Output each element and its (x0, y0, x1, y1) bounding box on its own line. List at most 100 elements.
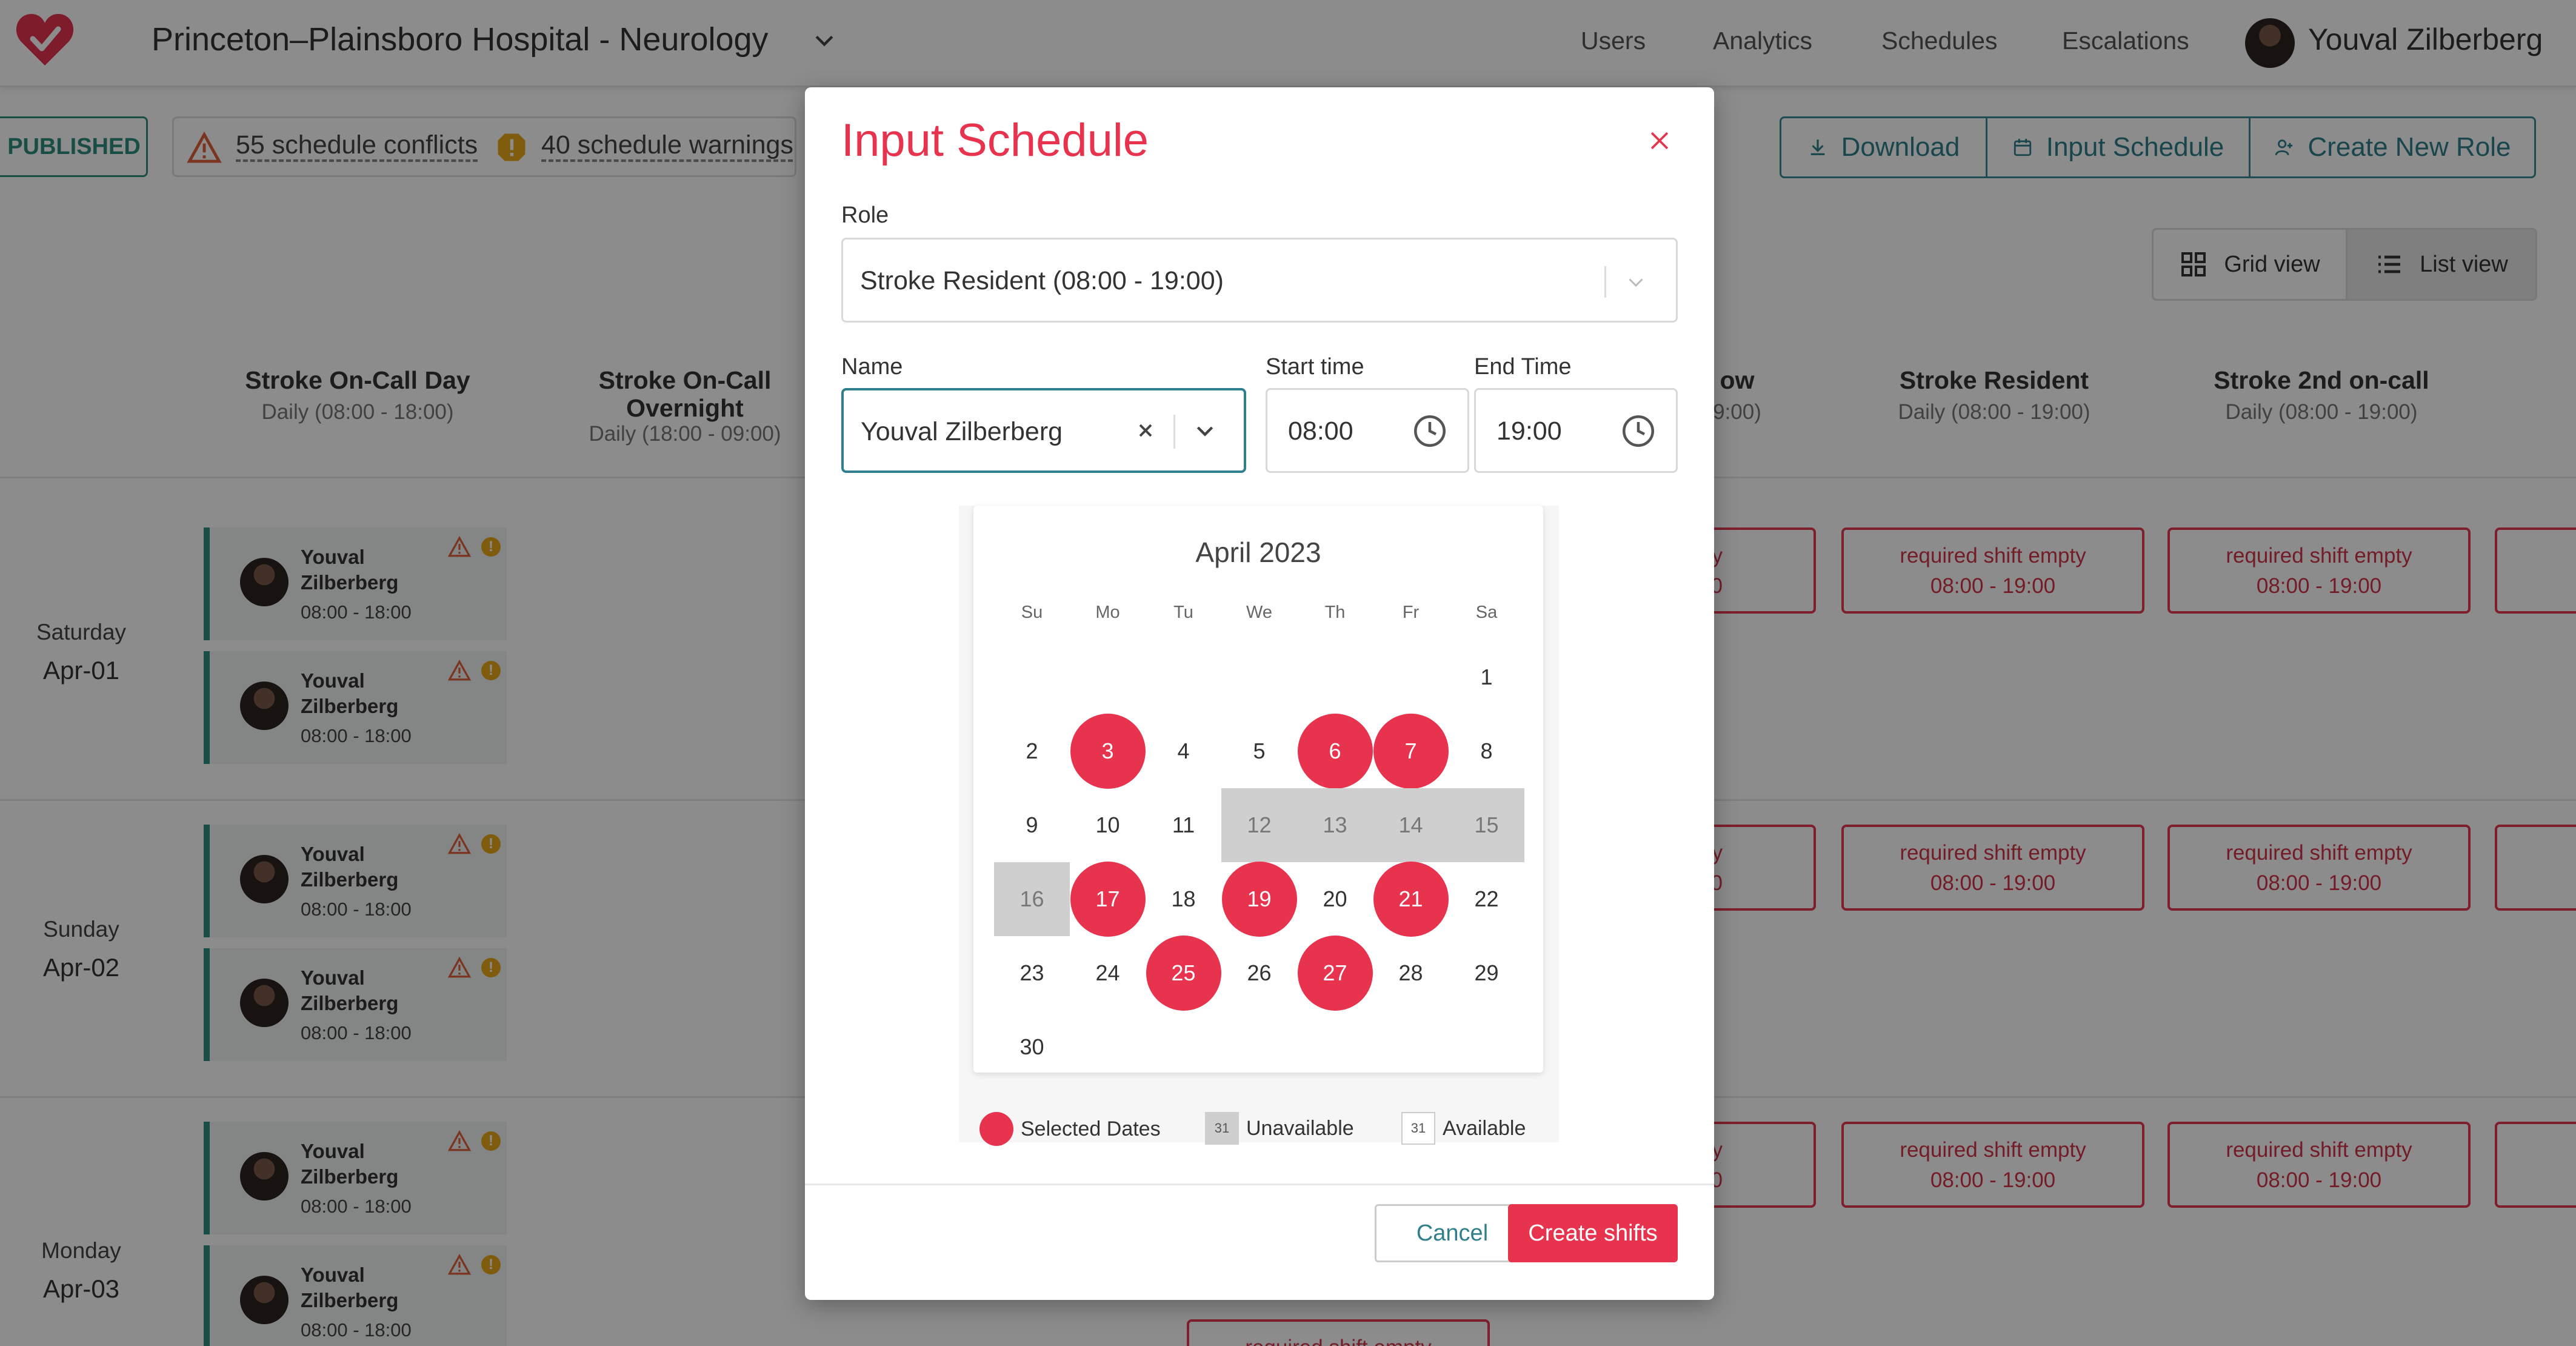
required-shift-slot[interactable]: required shift empty 08:00 - 19:00 (1841, 527, 2144, 614)
calendar-day: 12 (1221, 788, 1297, 862)
grid-view-button[interactable]: Grid view (2154, 230, 2347, 299)
nav-schedules[interactable]: Schedules (1881, 27, 1998, 55)
calendar-day[interactable]: 22 (1474, 886, 1499, 911)
required-shift-slot[interactable]: required shift empty (1187, 1319, 1490, 1346)
top-navbar: Princeton–Plainsboro Hospital - Neurolog… (0, 0, 2576, 87)
calendar-day[interactable]: 20 (1323, 886, 1347, 911)
chevron-down-icon[interactable] (811, 27, 838, 53)
day-date: Apr-02 (42, 953, 120, 982)
shift-time: 08:00 - 18:00 (301, 1022, 412, 1043)
hospital-title[interactable]: Princeton–Plainsboro Hospital - Neurolog… (152, 21, 769, 58)
shift-name: Youval Zilberberg (301, 1264, 399, 1311)
view-toggle: Grid view List view (2152, 228, 2537, 301)
available-swatch: 31 (1401, 1112, 1435, 1145)
required-shift-slot[interactable] (2495, 825, 2576, 911)
role-select[interactable]: Stroke Resident (08:00 - 19:00) (841, 238, 1678, 323)
schedule-actions: Download Input Schedule Create New Role (1780, 116, 2536, 178)
required-shift-text: required shift empty (1189, 1333, 1487, 1346)
calendar-day[interactable]: 24 (1095, 960, 1120, 985)
download-button[interactable]: Download (1781, 118, 1987, 176)
required-shift-slot[interactable]: required shift empty 08:00 - 19:00 (2167, 825, 2471, 911)
clock-icon[interactable] (1412, 413, 1448, 449)
required-shift-slot[interactable] (2495, 1122, 2576, 1208)
shift-card[interactable]: Youval Zilberberg 08:00 - 18:00 ! (204, 1122, 507, 1234)
calendar-day[interactable]: 1 (1480, 665, 1493, 689)
calendar-day[interactable]: 9 (1026, 812, 1038, 837)
select-divider (1173, 415, 1175, 449)
day-label: Sunday Apr-02 (0, 917, 166, 982)
name-value: Youval Zilberberg (861, 417, 1063, 446)
start-time-value: 08:00 (1288, 417, 1353, 446)
weekday-label: Sa (1475, 603, 1498, 622)
calendar-day[interactable]: 6 (1297, 714, 1373, 789)
calendar-day[interactable]: 7 (1373, 714, 1449, 789)
schedule-issues: 55 schedule conflicts 40 schedule warnin… (172, 116, 796, 177)
required-shift-slot[interactable]: required shift empty 08:00 - 19:00 (2167, 1122, 2471, 1208)
avatar[interactable] (2245, 18, 2295, 68)
shift-name: Youval Zilberberg (301, 669, 399, 717)
shift-card[interactable]: Youval Zilberberg 08:00 - 18:00 ! (204, 527, 507, 640)
list-icon (2378, 255, 2401, 273)
end-time-input[interactable]: 19:00 (1474, 388, 1678, 473)
column-subtitle: Daily (18:00 - 09:00) (589, 422, 781, 446)
chevron-down-icon[interactable] (1625, 271, 1647, 293)
nav-analytics[interactable]: Analytics (1713, 27, 1813, 55)
warnings-link[interactable]: 40 schedule warnings (541, 130, 793, 159)
calendar-day[interactable]: 5 (1253, 738, 1266, 763)
shift-card[interactable]: Youval Zilberberg 08:00 - 18:00 ! (204, 825, 507, 937)
calendar-day[interactable]: 8 (1480, 738, 1493, 763)
shift-card[interactable]: Youval Zilberberg 08:00 - 18:00 ! (204, 1245, 507, 1346)
calendar-day[interactable]: 10 (1095, 812, 1120, 837)
input-schedule-button[interactable]: Input Schedule (1987, 118, 2251, 176)
nav-users[interactable]: Users (1581, 27, 1646, 55)
grid-view-label: Grid view (2224, 251, 2320, 277)
unavailable-swatch: 31 (1205, 1112, 1239, 1145)
calendar-day[interactable]: 3 (1070, 714, 1146, 789)
calendar-day[interactable]: 17 (1070, 862, 1146, 937)
calendar-day[interactable]: 29 (1474, 960, 1499, 985)
required-shift-slot[interactable]: required shift empty 08:00 - 19:00 (2167, 527, 2471, 614)
nav-escalations[interactable]: Escalations (2062, 27, 2189, 55)
required-shift-time: 08:00 - 19:00 (1930, 871, 2056, 895)
weekday-label: Th (1324, 603, 1346, 622)
shift-time: 08:00 - 18:00 (301, 601, 412, 623)
role-label: Role (841, 203, 889, 228)
status-badge: PUBLISHED (0, 116, 148, 177)
required-shift-slot[interactable]: required shift empty 08:00 - 19:00 (1841, 825, 2144, 911)
list-view-button[interactable]: List view (2347, 230, 2535, 299)
start-time-input[interactable]: 08:00 (1266, 388, 1469, 473)
shift-card[interactable]: Youval Zilberberg 08:00 - 18:00 ! (204, 651, 507, 764)
user-name[interactable]: Youval Zilberberg (2308, 22, 2543, 56)
create-new-role-button[interactable]: Create New Role (2251, 118, 2534, 176)
calendar-day[interactable]: 18 (1171, 886, 1196, 911)
calendar-day[interactable]: 27 (1297, 936, 1373, 1011)
legend-selected-label: Selected Dates (1021, 1117, 1161, 1140)
shift-card[interactable]: Youval Zilberberg 08:00 - 18:00 ! (204, 948, 507, 1061)
cancel-button[interactable]: Cancel (1375, 1204, 1530, 1262)
chevron-down-icon[interactable] (1193, 418, 1217, 443)
calendar-day[interactable]: 21 (1373, 862, 1449, 937)
calendar-day[interactable]: 19 (1221, 862, 1297, 937)
calendar-day[interactable]: 2 (1026, 738, 1038, 763)
clock-icon[interactable] (1620, 413, 1657, 449)
clear-icon[interactable] (1135, 420, 1156, 441)
avatar (240, 558, 289, 606)
calendar-day[interactable]: 26 (1247, 960, 1272, 985)
calendar-day[interactable]: 11 (1172, 812, 1195, 837)
calendar-day[interactable]: 23 (1019, 960, 1044, 985)
end-time-label: End Time (1474, 354, 1572, 380)
calendar-day[interactable]: 28 (1398, 960, 1423, 985)
warning-badge-icon: ! (481, 958, 501, 977)
conflicts-link[interactable]: 55 schedule conflicts (236, 130, 478, 159)
required-shift-text: required shift empty (1900, 544, 2086, 568)
calendar-day[interactable]: 30 (1019, 1034, 1044, 1059)
required-shift-slot[interactable] (2495, 527, 2576, 614)
name-select[interactable]: Youval Zilberberg (841, 388, 1246, 473)
close-icon[interactable] (1646, 127, 1673, 154)
calendar-day[interactable]: 4 (1177, 738, 1190, 763)
create-shifts-button[interactable]: Create shifts (1508, 1204, 1678, 1262)
calendar-day[interactable]: 25 (1146, 936, 1221, 1011)
required-shift-slot[interactable]: required shift empty 08:00 - 19:00 (1841, 1122, 2144, 1208)
calendar-icon (2014, 138, 2031, 156)
